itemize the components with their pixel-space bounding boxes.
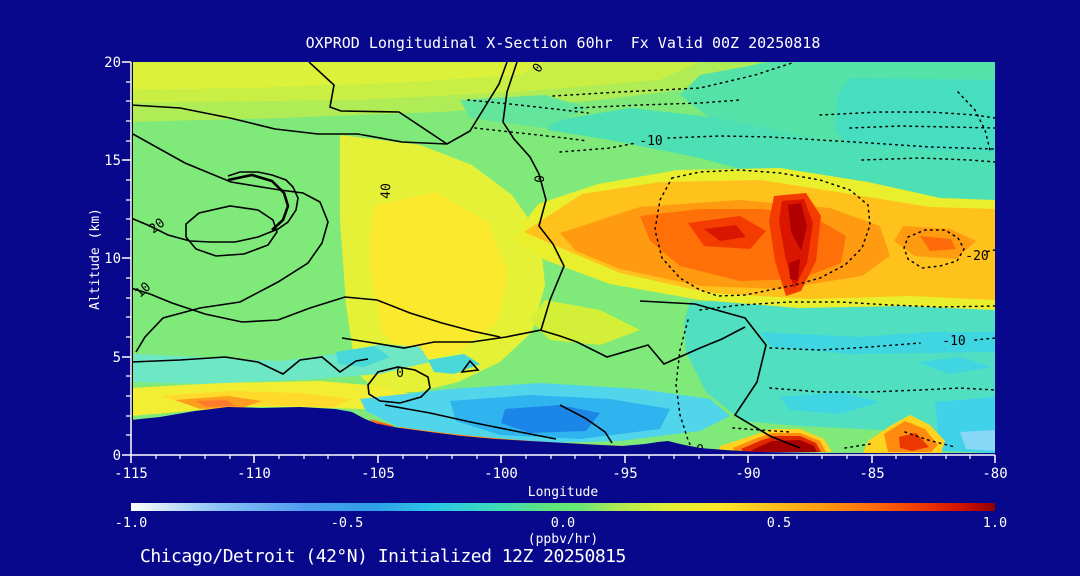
- x-axis-label: Longitude: [528, 485, 599, 500]
- figure-caption: Chicago/Detroit (42°N) Initialized 12Z 2…: [140, 546, 626, 567]
- contour-label: -10: [639, 134, 662, 149]
- x-tick-label: -95: [612, 466, 637, 482]
- x-tick-label: -110: [237, 466, 271, 482]
- x-tick-label: -100: [484, 466, 518, 482]
- colorbar-gradient: [131, 503, 995, 511]
- x-tick-label: -115: [114, 466, 148, 482]
- contour-label: 0: [396, 366, 404, 381]
- colorbar-tick-label: -1.0: [115, 515, 148, 531]
- colorbar: -1.0 -0.5 0.0 0.5 1.0 (ppbv/hr): [115, 503, 1007, 547]
- y-axis-label: Altitude (km): [88, 208, 103, 310]
- plot-title: OXPROD Longitudinal X-Section 60hr Fx Va…: [306, 34, 821, 52]
- x-tick-label: -80: [982, 466, 1007, 482]
- contour-label: -10: [942, 334, 965, 349]
- contour-label: -20: [965, 249, 988, 264]
- filled-contour-field: 20 10 40 0 0 -10 -20 -10 0 0: [131, 62, 995, 455]
- solid-contour-lines: [131, 62, 801, 449]
- y-tick-label: 15: [104, 153, 121, 169]
- contour-label: 0: [533, 174, 549, 183]
- colorbar-tick-label: 1.0: [983, 515, 1007, 531]
- x-tick-label: -90: [735, 466, 760, 482]
- y-tick-label: 20: [104, 55, 121, 71]
- terrain-silhouette: [131, 407, 995, 455]
- y-tick-label: 5: [113, 350, 121, 366]
- colorbar-tick-label: -0.5: [331, 515, 364, 531]
- x-tick-label: -105: [361, 466, 395, 482]
- y-tick-label: 10: [104, 251, 121, 267]
- x-tick-label: -85: [859, 466, 884, 482]
- y-tick-label: 0: [113, 448, 121, 464]
- colorbar-units-label: (ppbv/hr): [528, 532, 598, 547]
- colorbar-tick-label: 0.5: [767, 515, 791, 531]
- dotted-contour-lines: [467, 62, 995, 454]
- colorbar-tick-label: 0.0: [551, 515, 575, 531]
- axis-frame: [122, 61, 996, 463]
- contour-label: 40: [379, 183, 395, 199]
